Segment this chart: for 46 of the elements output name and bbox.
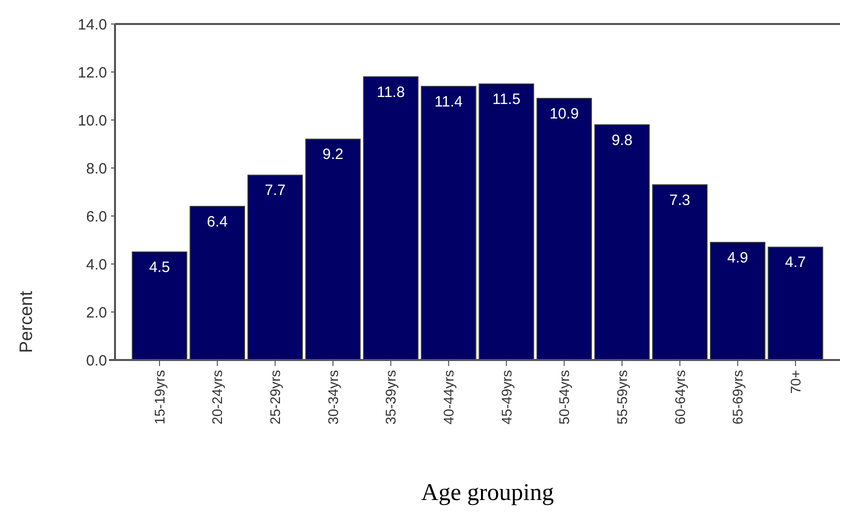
bar bbox=[305, 138, 361, 360]
data-label: 10.9 bbox=[550, 105, 579, 122]
data-label: 11.5 bbox=[492, 91, 520, 108]
data-label: 9.2 bbox=[322, 146, 344, 164]
x-tick-label: 55-59yrs bbox=[614, 370, 630, 424]
data-label: 9.8 bbox=[612, 132, 632, 149]
x-tick-label: 40-44yrs bbox=[440, 370, 456, 424]
bar bbox=[768, 246, 824, 360]
x-tick-label: 35-39yrs bbox=[382, 370, 399, 424]
x-tick-label: 45-49yrs bbox=[498, 370, 514, 424]
x-axis-title: Age grouping bbox=[421, 480, 554, 506]
data-label: 4.9 bbox=[727, 249, 748, 266]
bar bbox=[594, 124, 650, 360]
bar bbox=[132, 252, 188, 360]
data-label: 6.4 bbox=[206, 213, 228, 230]
bar bbox=[652, 184, 708, 360]
bar bbox=[536, 98, 592, 360]
y-tick-label: 12.0 bbox=[78, 64, 107, 82]
x-tick-label: 70+ bbox=[787, 370, 804, 394]
x-tick-label: 25-29yrs bbox=[267, 370, 284, 424]
data-label: 4.7 bbox=[785, 254, 806, 272]
y-axis-title: Percent bbox=[16, 290, 36, 354]
data-label: 7.7 bbox=[264, 182, 286, 200]
data-label: 11.4 bbox=[434, 93, 463, 110]
y-tick-label: 6.0 bbox=[86, 208, 107, 226]
y-tick-label: 4.0 bbox=[86, 256, 107, 274]
x-tick-label: 50-54yrs bbox=[556, 370, 572, 424]
y-tick-label: 0.0 bbox=[86, 352, 107, 370]
x-tick-label: 30-34yrs bbox=[324, 370, 341, 424]
data-label: 4.5 bbox=[149, 259, 170, 276]
bar bbox=[190, 206, 246, 360]
bar bbox=[478, 84, 534, 360]
y-tick-label: 10.0 bbox=[78, 112, 107, 130]
bar bbox=[247, 174, 303, 360]
y-tick-label: 8.0 bbox=[86, 160, 107, 178]
x-tick-label: 60-64yrs bbox=[672, 370, 688, 424]
x-tick-label: 65-69yrs bbox=[730, 370, 746, 424]
data-label: 11.8 bbox=[376, 84, 405, 101]
data-label: 7.3 bbox=[669, 192, 690, 209]
bar bbox=[363, 76, 418, 360]
x-tick-label: 20-24yrs bbox=[209, 370, 226, 424]
x-tick-label: 15-19yrs bbox=[151, 370, 168, 424]
bar bbox=[710, 242, 766, 360]
y-tick-label: 14.0 bbox=[78, 16, 107, 34]
y-tick-label: 2.0 bbox=[86, 304, 107, 322]
bar bbox=[420, 86, 476, 360]
